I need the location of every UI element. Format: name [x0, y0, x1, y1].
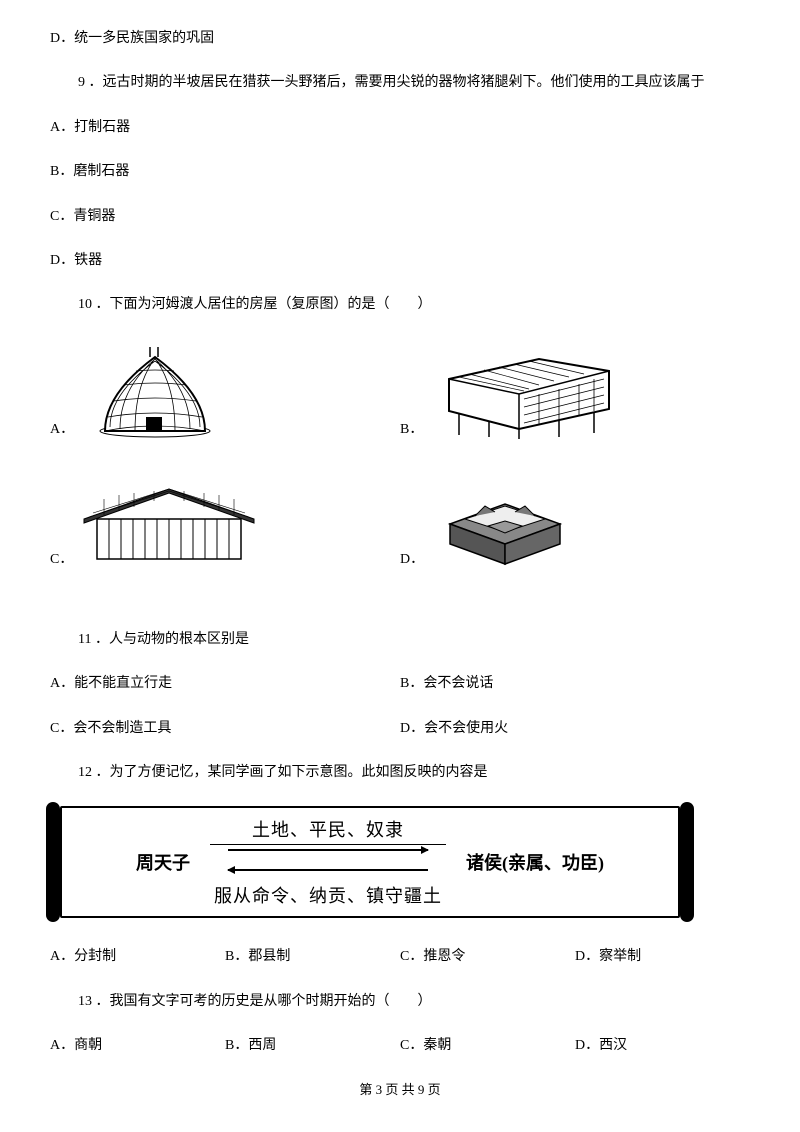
q8-option-d[interactable]: D．统一多民族国家的巩固 — [50, 28, 750, 50]
q12-diagram: 周天子 土地、平民、奴隶 服从命令、纳贡、镇守疆土 诸侯(亲属、功臣) — [60, 806, 680, 918]
longhouse-icon — [79, 469, 259, 569]
q11-option-b[interactable]: B．会不会说话 — [400, 673, 750, 695]
diagram-arrows-icon — [228, 845, 428, 875]
courtyard-model-icon — [430, 474, 580, 569]
q13-option-c[interactable]: C．秦朝 — [400, 1035, 575, 1057]
q9-option-c[interactable]: C．青铜器 — [50, 206, 750, 228]
diagram-bottom-label: 服从命令、纳贡、镇守疆土 — [210, 880, 446, 908]
q10-label-b: B． — [400, 422, 423, 439]
hut-round-icon — [80, 339, 230, 439]
q10-option-b[interactable]: B． — [400, 339, 750, 439]
q12-option-a[interactable]: A．分封制 — [50, 946, 225, 968]
q10-label-d: D． — [400, 552, 424, 569]
diagram-right-label: 诸侯(亲属、功臣) — [466, 849, 604, 875]
q10-stem: 10 ．下面为河姆渡人居住的房屋（复原图）的是（ ） — [78, 294, 750, 316]
q10-option-c[interactable]: C． — [50, 469, 400, 569]
q10-label-c: C． — [50, 552, 73, 569]
q10-option-a[interactable]: A． — [50, 339, 400, 439]
q13-option-a[interactable]: A．商朝 — [50, 1035, 225, 1057]
q10-label-a: A． — [50, 422, 74, 439]
q9-option-a[interactable]: A．打制石器 — [50, 117, 750, 139]
q13-stem: 13 ．我国有文字可考的历史是从哪个时期开始的（ ） — [78, 991, 750, 1013]
q12-option-b[interactable]: B．郡县制 — [225, 946, 400, 968]
q12-stem: 12 ．为了方便记忆，某同学画了如下示意图。此如图反映的内容是 — [78, 762, 750, 784]
q12-option-d[interactable]: D．察举制 — [575, 946, 750, 968]
q9-option-d[interactable]: D．铁器 — [50, 250, 750, 272]
diagram-left-label: 周天子 — [136, 849, 190, 875]
q10-option-d[interactable]: D． — [400, 469, 750, 569]
q11-option-a[interactable]: A．能不能直立行走 — [50, 673, 400, 695]
page-footer: 第 3 页 共 9 页 — [50, 1079, 750, 1098]
q11-stem: 11 ．人与动物的根本区别是 — [78, 629, 750, 651]
q11-option-c[interactable]: C．会不会制造工具 — [50, 718, 400, 740]
q13-option-b[interactable]: B．西周 — [225, 1035, 400, 1057]
q12-option-c[interactable]: C．推恩令 — [400, 946, 575, 968]
stilt-house-icon — [429, 339, 629, 439]
q13-option-d[interactable]: D．西汉 — [575, 1035, 750, 1057]
q9-option-b[interactable]: B．磨制石器 — [50, 161, 750, 183]
q11-option-d[interactable]: D．会不会使用火 — [400, 718, 750, 740]
diagram-top-label: 土地、平民、奴隶 — [210, 816, 446, 845]
q9-stem: 9 ．远古时期的半坡居民在猎获一头野猪后，需要用尖锐的器物将猪腿剁下。他们使用的… — [78, 72, 750, 94]
